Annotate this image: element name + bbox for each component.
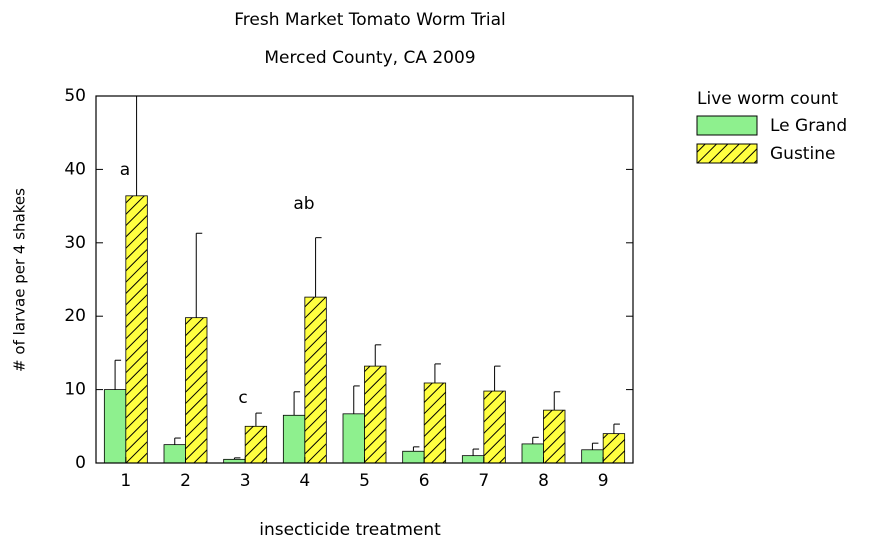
bar — [282, 414, 306, 463]
bar — [402, 450, 425, 463]
bar — [304, 296, 327, 463]
bar — [185, 317, 208, 463]
legend-label: Gustine — [770, 144, 835, 164]
x-tick-label: 7 — [478, 471, 489, 491]
annotation: c — [238, 388, 247, 408]
legend-title: Live worm count — [697, 89, 838, 109]
y-tick-label: 20 — [64, 306, 86, 326]
bar — [543, 409, 566, 463]
x-tick-label: 1 — [120, 471, 131, 491]
bar — [103, 389, 127, 463]
bar — [125, 195, 148, 463]
bar — [163, 444, 186, 463]
y-tick-label: 50 — [64, 86, 86, 106]
y-tick-label: 0 — [75, 453, 86, 473]
legend-label: Le Grand — [770, 116, 847, 136]
bar — [521, 443, 544, 463]
x-tick-label: 4 — [299, 471, 310, 491]
bar — [581, 449, 604, 463]
x-tick-label: 2 — [180, 471, 191, 491]
bar — [244, 425, 268, 463]
bar — [364, 365, 387, 463]
bar — [483, 390, 506, 463]
chart-title: Fresh Market Tomato Worm Trial — [234, 10, 505, 30]
plot-area — [103, 96, 626, 463]
y-tick-label: 40 — [64, 159, 86, 179]
y-axis-label: # of larvae per 4 shakes — [11, 188, 29, 372]
y-tick-label: 30 — [64, 233, 86, 253]
chart-subtitle: Merced County, CA 2009 — [264, 48, 475, 68]
legend-swatch — [696, 143, 758, 164]
x-tick-label: 9 — [598, 471, 609, 491]
x-tick-label: 5 — [359, 471, 370, 491]
annotation: ab — [293, 194, 314, 214]
bar — [461, 455, 485, 463]
bar — [602, 433, 626, 463]
x-tick-label: 3 — [240, 471, 251, 491]
x-axis-label: insecticide treatment — [259, 520, 441, 540]
x-tick-label: 6 — [419, 471, 430, 491]
bar — [423, 382, 447, 463]
x-tick-label: 8 — [538, 471, 549, 491]
bar — [342, 413, 365, 463]
legend-swatch — [696, 115, 758, 136]
annotation: a — [120, 160, 130, 180]
y-tick-label: 10 — [64, 380, 86, 400]
